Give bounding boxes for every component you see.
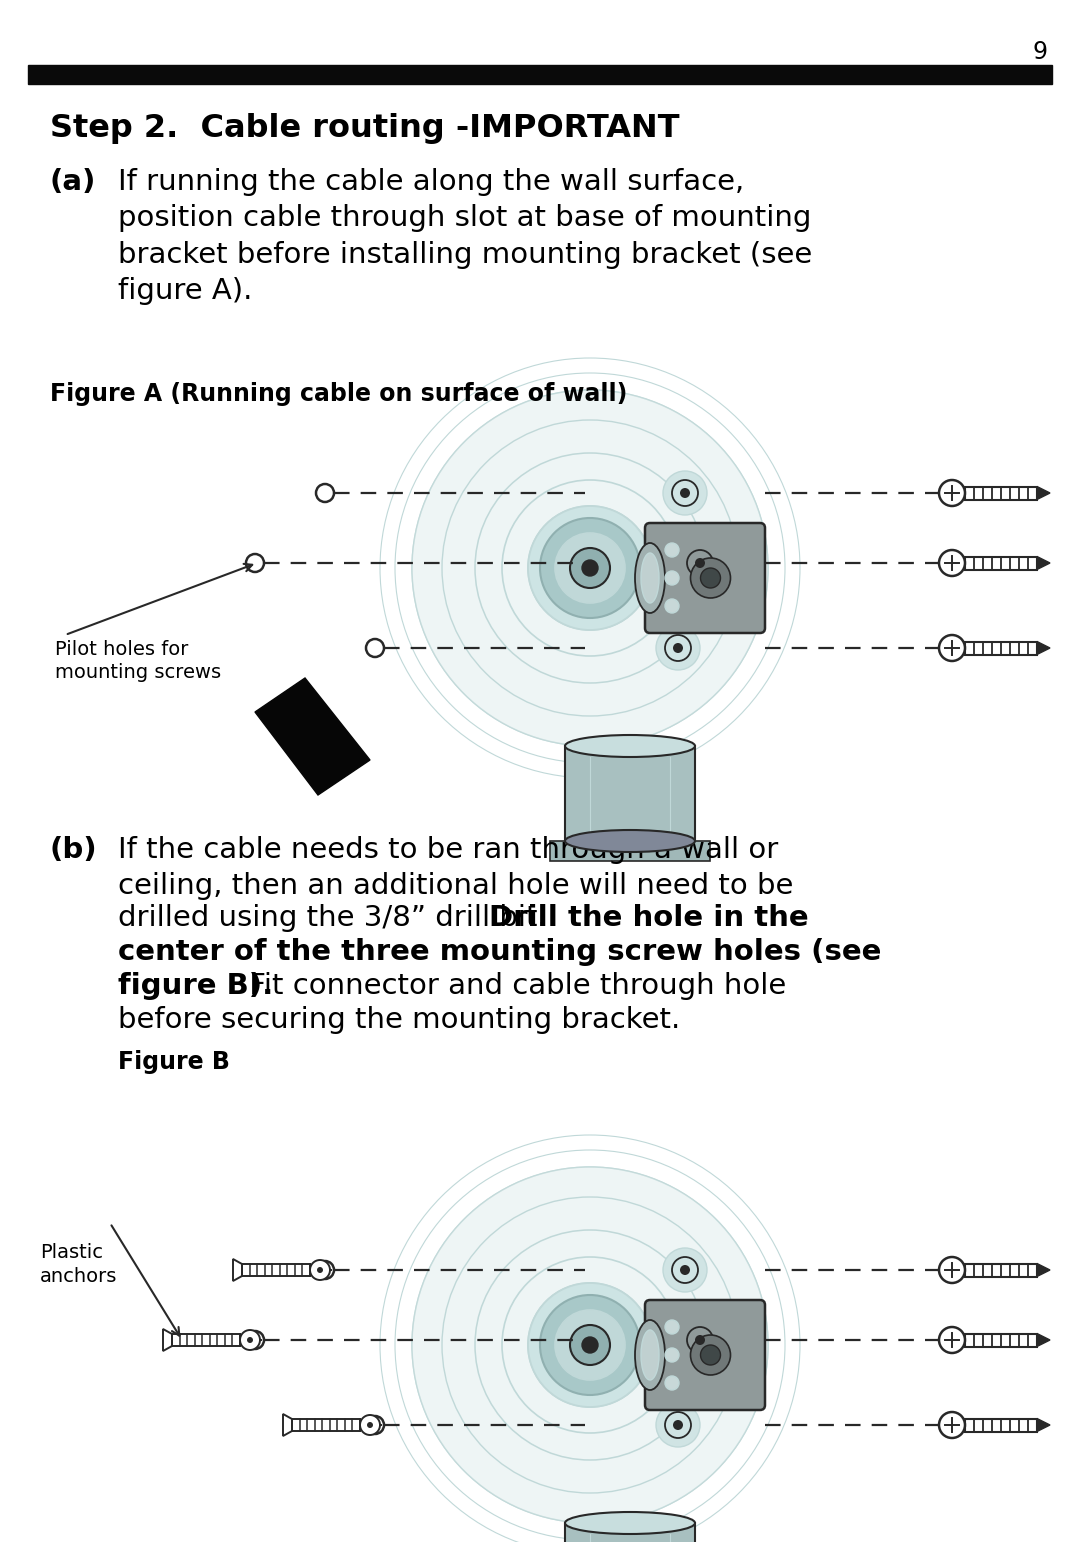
Polygon shape — [1037, 1419, 1050, 1431]
Circle shape — [656, 1403, 700, 1446]
Circle shape — [690, 558, 730, 598]
Circle shape — [411, 390, 768, 746]
Bar — [966, 1419, 1037, 1431]
Circle shape — [939, 1257, 966, 1283]
Bar — [242, 1264, 310, 1275]
Circle shape — [367, 1422, 373, 1428]
Circle shape — [690, 1335, 730, 1375]
Circle shape — [678, 541, 723, 584]
Text: before securing the mounting bracket.: before securing the mounting bracket. — [118, 1005, 680, 1035]
FancyBboxPatch shape — [645, 1300, 765, 1409]
Ellipse shape — [635, 543, 665, 614]
Bar — [966, 641, 1037, 654]
Circle shape — [240, 1331, 260, 1349]
Text: If running the cable along the wall surface,
position cable through slot at base: If running the cable along the wall surf… — [118, 168, 812, 305]
Ellipse shape — [642, 554, 659, 603]
Polygon shape — [1037, 557, 1050, 569]
Circle shape — [696, 1335, 705, 1345]
Bar — [28, 65, 1052, 83]
Circle shape — [939, 550, 966, 577]
Bar — [966, 1263, 1037, 1277]
Circle shape — [680, 487, 690, 498]
Circle shape — [701, 1345, 720, 1365]
Circle shape — [310, 1260, 330, 1280]
Text: Step 2.  Cable routing -IMPORTANT: Step 2. Cable routing -IMPORTANT — [50, 113, 679, 143]
Text: center of the three mounting screw holes (see: center of the three mounting screw holes… — [118, 938, 881, 965]
Text: Plastic
anchors: Plastic anchors — [40, 1243, 118, 1286]
Circle shape — [678, 1318, 723, 1362]
Circle shape — [665, 1348, 679, 1362]
Polygon shape — [1037, 1334, 1050, 1346]
Circle shape — [680, 1264, 690, 1275]
Bar — [550, 840, 710, 860]
Ellipse shape — [635, 1320, 665, 1389]
Circle shape — [656, 626, 700, 671]
Circle shape — [528, 1283, 652, 1406]
Text: figure B).: figure B). — [118, 971, 273, 1001]
Text: 9: 9 — [1032, 40, 1048, 65]
Text: Figure A (Running cable on surface of wall): Figure A (Running cable on surface of wa… — [50, 382, 627, 406]
Circle shape — [540, 1295, 640, 1396]
Circle shape — [247, 1337, 253, 1343]
Circle shape — [665, 598, 679, 614]
Circle shape — [663, 1247, 707, 1292]
Text: Drill the hole in the: Drill the hole in the — [489, 904, 809, 931]
Circle shape — [582, 1337, 598, 1352]
Circle shape — [528, 506, 652, 631]
Circle shape — [665, 543, 679, 557]
Circle shape — [696, 558, 705, 567]
Circle shape — [570, 1325, 610, 1365]
Polygon shape — [255, 678, 370, 796]
Circle shape — [582, 560, 598, 577]
Ellipse shape — [565, 830, 696, 853]
Circle shape — [665, 1375, 679, 1389]
Circle shape — [360, 1416, 380, 1436]
Circle shape — [663, 470, 707, 515]
Bar — [172, 1334, 240, 1346]
Circle shape — [673, 643, 683, 652]
Polygon shape — [1037, 641, 1050, 654]
Ellipse shape — [565, 736, 696, 757]
Circle shape — [555, 534, 625, 603]
Circle shape — [939, 635, 966, 662]
Polygon shape — [1037, 486, 1050, 500]
FancyBboxPatch shape — [645, 523, 765, 634]
Circle shape — [673, 1420, 683, 1429]
Circle shape — [570, 547, 610, 588]
Circle shape — [939, 1412, 966, 1439]
Bar — [565, 1523, 696, 1542]
Bar — [565, 746, 696, 840]
Bar — [966, 486, 1037, 500]
Circle shape — [318, 1268, 323, 1274]
Text: If the cable needs to be ran through a wall or
ceiling, then an additional hole : If the cable needs to be ran through a w… — [118, 836, 794, 901]
Text: Fit connector and cable through hole: Fit connector and cable through hole — [240, 971, 786, 1001]
Text: (b): (b) — [50, 836, 97, 864]
Circle shape — [665, 571, 679, 584]
Polygon shape — [1037, 1263, 1050, 1277]
Circle shape — [555, 1311, 625, 1380]
Text: Pilot holes for
mounting screws: Pilot holes for mounting screws — [55, 640, 221, 683]
Circle shape — [411, 1167, 768, 1523]
Circle shape — [939, 1328, 966, 1352]
Bar — [292, 1419, 360, 1431]
Circle shape — [701, 567, 720, 588]
Circle shape — [540, 518, 640, 618]
Text: Figure B: Figure B — [118, 1050, 230, 1073]
Bar — [966, 1334, 1037, 1346]
Ellipse shape — [565, 1513, 696, 1534]
Text: (a): (a) — [50, 168, 96, 196]
Ellipse shape — [642, 1331, 659, 1380]
Text: drilled using the 3/8” drill bit.: drilled using the 3/8” drill bit. — [118, 904, 556, 931]
Bar — [966, 557, 1037, 569]
Circle shape — [939, 480, 966, 506]
Circle shape — [665, 1320, 679, 1334]
